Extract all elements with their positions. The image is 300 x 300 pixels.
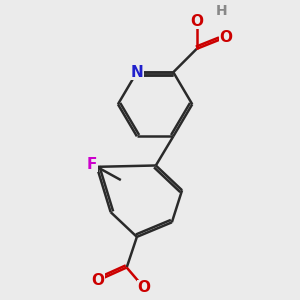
Text: O: O	[190, 14, 203, 29]
Text: N: N	[130, 65, 143, 80]
Text: O: O	[219, 30, 232, 45]
Text: H: H	[216, 4, 227, 18]
Text: O: O	[138, 280, 151, 296]
Text: O: O	[91, 273, 104, 288]
Text: F: F	[86, 157, 97, 172]
